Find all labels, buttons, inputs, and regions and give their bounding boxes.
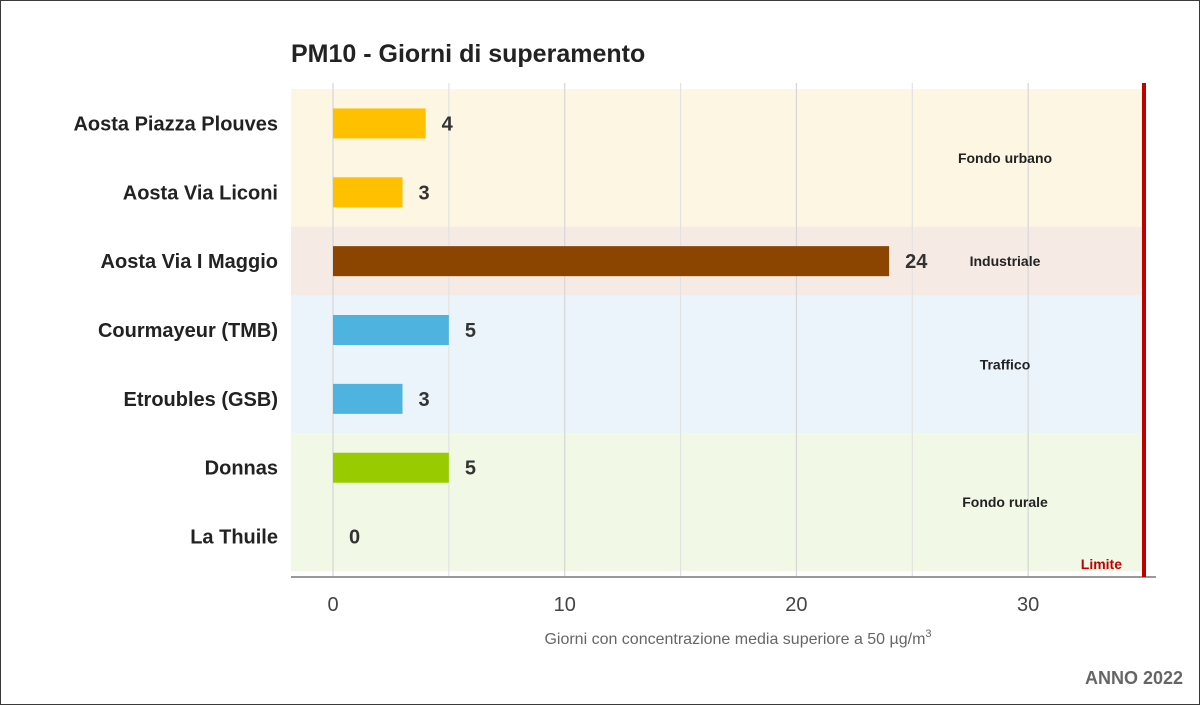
group-label: Traffico bbox=[980, 356, 1031, 372]
bar bbox=[333, 452, 449, 483]
year-footer: ANNO 2022 bbox=[1085, 668, 1183, 688]
x-tick-label: 0 bbox=[327, 594, 338, 616]
bar-value-label: 3 bbox=[419, 182, 430, 204]
bar bbox=[333, 383, 403, 414]
bar bbox=[333, 177, 403, 208]
group-labels: Fondo urbano Industriale Traffico Fondo rur… bbox=[958, 150, 1052, 510]
bar bbox=[333, 108, 426, 139]
category-label: Aosta Via Liconi bbox=[123, 182, 278, 204]
chart-title: PM10 - Giorni di superamento bbox=[291, 40, 645, 68]
bar bbox=[333, 246, 890, 277]
x-tick-label: 20 bbox=[785, 594, 807, 616]
category-label: Aosta Piazza Plouves bbox=[73, 113, 278, 135]
bar-value-label: 5 bbox=[465, 458, 476, 480]
group-label: Fondo urbano bbox=[958, 150, 1052, 166]
category-label: La Thuile bbox=[190, 527, 278, 549]
bars bbox=[333, 108, 890, 483]
x-axis-label: Giorni con concentrazione media superior… bbox=[544, 628, 931, 648]
bar-value-label: 3 bbox=[419, 389, 430, 411]
bar bbox=[333, 315, 449, 345]
category-labels: Aosta Piazza Plouves Aosta Via Liconi Aost… bbox=[73, 113, 278, 548]
bar-value-label: 24 bbox=[905, 251, 928, 273]
group-label: Industriale bbox=[970, 253, 1041, 269]
limit-label: Limite bbox=[1081, 556, 1122, 572]
category-label: Etroubles (GSB) bbox=[124, 389, 278, 411]
bar-value-label: 0 bbox=[349, 527, 360, 549]
bar-value-label: 4 bbox=[442, 113, 454, 135]
category-label: Aosta Via I Maggio bbox=[101, 251, 278, 273]
category-label: Donnas bbox=[205, 458, 278, 480]
group-band bbox=[291, 89, 1144, 227]
category-label: Courmayeur (TMB) bbox=[98, 320, 278, 342]
x-axis: 0 10 20 30 bbox=[291, 576, 1156, 616]
limit-line-group: Limite bbox=[1081, 83, 1146, 577]
bar-value-label: 5 bbox=[465, 320, 476, 342]
x-tick-label: 10 bbox=[554, 594, 576, 616]
group-label: Fondo rurale bbox=[962, 494, 1048, 510]
x-tick-label: 30 bbox=[1017, 594, 1039, 616]
